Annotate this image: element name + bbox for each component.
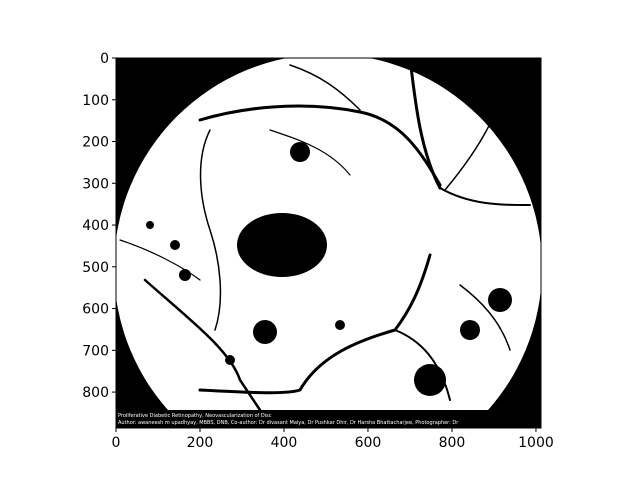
x-tick-label: 800 — [439, 435, 466, 451]
y-tick-label: 700 — [82, 343, 109, 359]
y-tick-label: 300 — [82, 176, 109, 192]
x-tick-label: 200 — [187, 435, 214, 451]
y-tick-label: 500 — [82, 260, 109, 276]
caption-line: Author: awaneesh m upadhyay, MBBS, DNB, … — [118, 420, 459, 426]
y-tick-label: 400 — [82, 218, 109, 234]
x-tick-label: 0 — [112, 435, 121, 451]
x-tick-label: 400 — [271, 435, 298, 451]
y-tick-label: 0 — [100, 51, 109, 67]
x-tick-label: 1000 — [518, 435, 554, 451]
y-tick-label: 800 — [82, 385, 109, 401]
x-tick-label: 600 — [355, 435, 382, 451]
y-tick-label: 600 — [82, 302, 109, 318]
axes-frame — [115, 57, 542, 429]
caption-line: Proliferative Diabetic Retinopathy, Neov… — [118, 413, 272, 419]
y-tick-label: 200 — [82, 135, 109, 151]
fundus-image — [116, 58, 541, 428]
y-tick-label: 100 — [82, 93, 109, 109]
